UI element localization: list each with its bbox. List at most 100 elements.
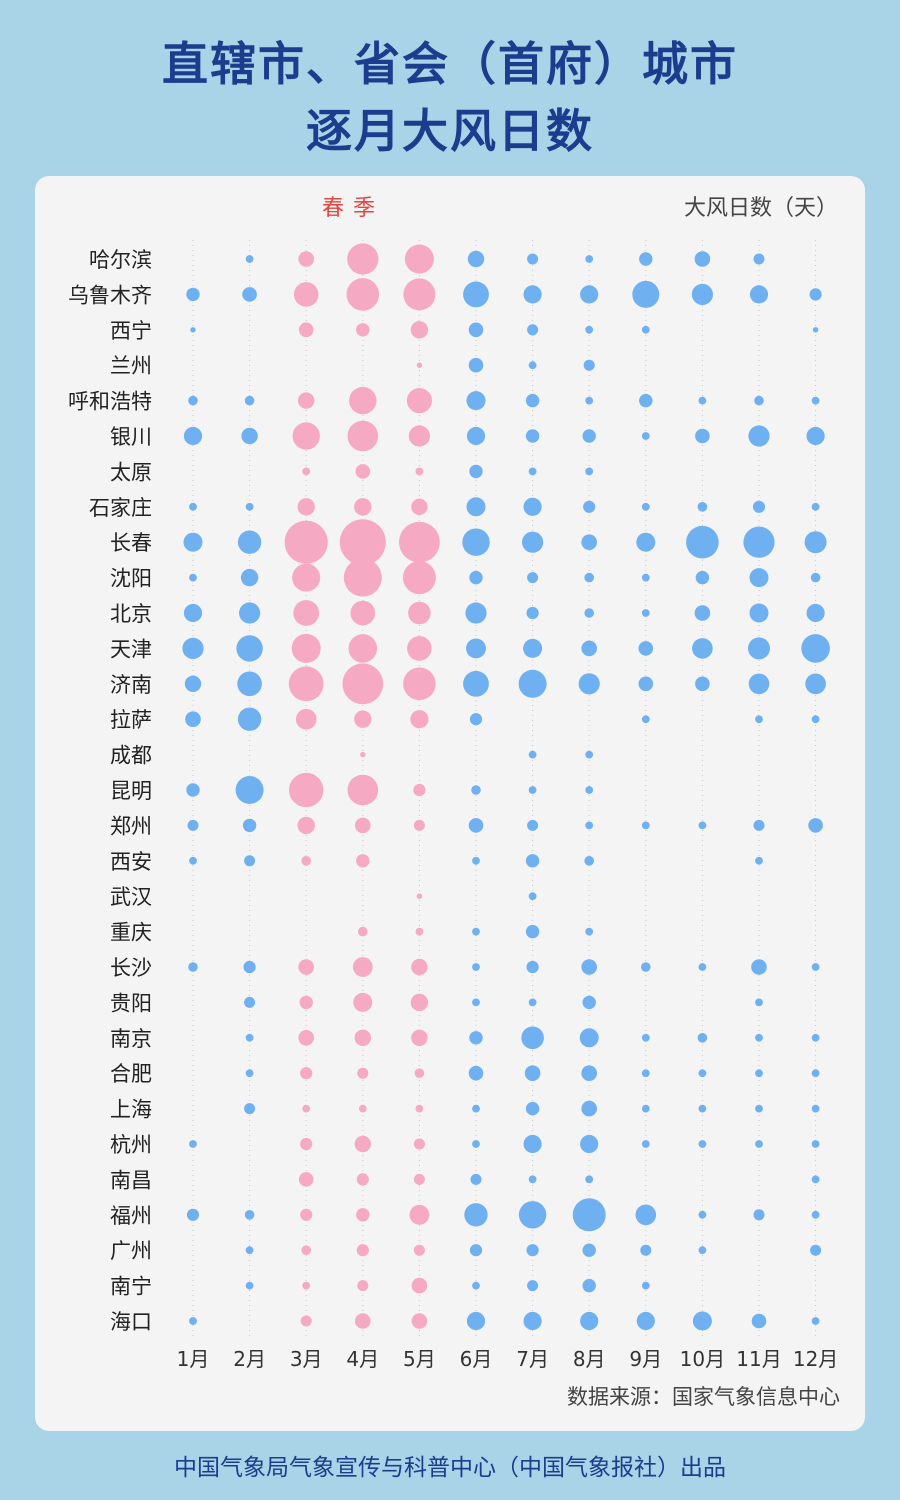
data-bubble — [411, 1313, 428, 1329]
data-bubble — [356, 854, 370, 868]
data-bubble — [408, 601, 431, 625]
data-bubble — [528, 786, 537, 794]
data-bubble — [636, 1311, 655, 1331]
data-bubble — [582, 1278, 596, 1293]
data-bubble — [339, 519, 386, 566]
data-bubble — [641, 1104, 650, 1113]
data-bubble — [748, 673, 770, 695]
data-bubble — [636, 532, 656, 552]
data-bubble — [639, 393, 653, 408]
data-bubble — [805, 673, 826, 695]
data-bubble — [641, 502, 650, 511]
month-label: 3月 — [290, 1347, 323, 1371]
city-label: 北京 — [110, 602, 152, 626]
data-bubble — [237, 707, 262, 731]
data-bubble — [523, 1311, 542, 1331]
data-bubble — [641, 609, 650, 617]
footer-credit: 中国气象局气象宣传与科普中心（中国气象报社）出品 — [174, 1455, 726, 1481]
data-bubble — [811, 1104, 820, 1113]
data-bubble — [245, 255, 254, 263]
data-bubble — [360, 751, 366, 758]
data-bubble — [698, 1140, 707, 1148]
data-bubble — [403, 667, 436, 701]
data-bubble — [410, 710, 429, 729]
data-bubble — [581, 1065, 597, 1081]
data-bubble — [413, 783, 426, 797]
city-label: 杭州 — [110, 1133, 152, 1157]
data-bubble — [582, 1243, 596, 1257]
data-bubble — [187, 819, 199, 831]
data-bubble — [638, 676, 654, 692]
city-label: 天津 — [110, 637, 152, 661]
data-bubble — [300, 1067, 313, 1080]
data-bubble — [186, 1208, 200, 1221]
data-bubble — [754, 395, 764, 406]
chart-title-line1: 直辖市、省会（首府）城市 — [162, 37, 738, 91]
data-bubble — [572, 1198, 606, 1232]
city-label: 昆明 — [110, 779, 152, 803]
data-bubble — [468, 818, 484, 833]
data-bubble — [464, 1203, 488, 1227]
data-bubble — [581, 959, 597, 975]
month-label: 11月 — [736, 1347, 781, 1371]
unit-label: 大风日数（天） — [683, 196, 838, 221]
data-bubble — [749, 603, 769, 623]
data-bubble — [342, 663, 384, 705]
data-bubble — [239, 602, 261, 624]
data-bubble — [413, 819, 425, 831]
data-bubble — [578, 673, 600, 695]
data-bubble — [641, 821, 650, 830]
data-bubble — [244, 1210, 255, 1220]
city-label: 呼和浩特 — [68, 390, 152, 414]
data-bubble — [302, 1281, 311, 1290]
data-bubble — [183, 532, 203, 552]
data-bubble — [411, 498, 428, 515]
data-bubble — [406, 388, 432, 414]
data-bubble — [527, 819, 539, 831]
data-bubble — [245, 502, 254, 511]
data-bubble — [749, 285, 769, 304]
data-bubble — [748, 425, 770, 447]
data-bubble — [525, 924, 540, 939]
data-bubble — [585, 786, 594, 794]
city-label: 拉萨 — [110, 708, 152, 732]
data-bubble — [241, 427, 258, 445]
data-bubble — [297, 498, 315, 516]
data-bubble — [353, 992, 373, 1012]
data-bubble — [189, 1317, 197, 1325]
data-bubble — [346, 278, 380, 311]
month-label: 8月 — [573, 1347, 606, 1371]
data-bubble — [245, 1033, 254, 1042]
data-bubble — [295, 708, 317, 730]
data-bubble — [698, 963, 707, 971]
data-bubble — [466, 426, 486, 446]
spring-season-label: 春 季 — [322, 196, 376, 221]
data-bubble — [585, 1175, 594, 1184]
data-bubble — [466, 638, 486, 659]
data-bubble — [528, 467, 537, 476]
data-bubble — [468, 357, 484, 373]
data-bubble — [695, 676, 710, 692]
data-bubble — [811, 963, 820, 971]
data-bubble — [292, 422, 320, 450]
data-bubble — [411, 1029, 428, 1047]
data-bubble — [469, 570, 483, 585]
data-bubble — [188, 395, 198, 406]
data-bubble — [585, 821, 594, 830]
data-bubble — [182, 637, 204, 660]
data-bubble — [356, 323, 370, 337]
data-bubble — [244, 1103, 256, 1115]
data-bubble — [811, 1210, 820, 1219]
data-bubble — [472, 927, 480, 936]
data-source: 数据来源：国家气象信息中心 — [567, 1385, 840, 1409]
data-bubble — [288, 666, 324, 702]
data-bubble — [343, 558, 382, 597]
data-bubble — [692, 638, 713, 659]
data-bubble — [354, 498, 372, 516]
data-bubble — [694, 251, 711, 267]
data-bubble — [811, 1033, 820, 1042]
data-bubble — [585, 927, 594, 936]
data-bubble — [245, 1281, 254, 1290]
data-bubble — [580, 1134, 599, 1154]
